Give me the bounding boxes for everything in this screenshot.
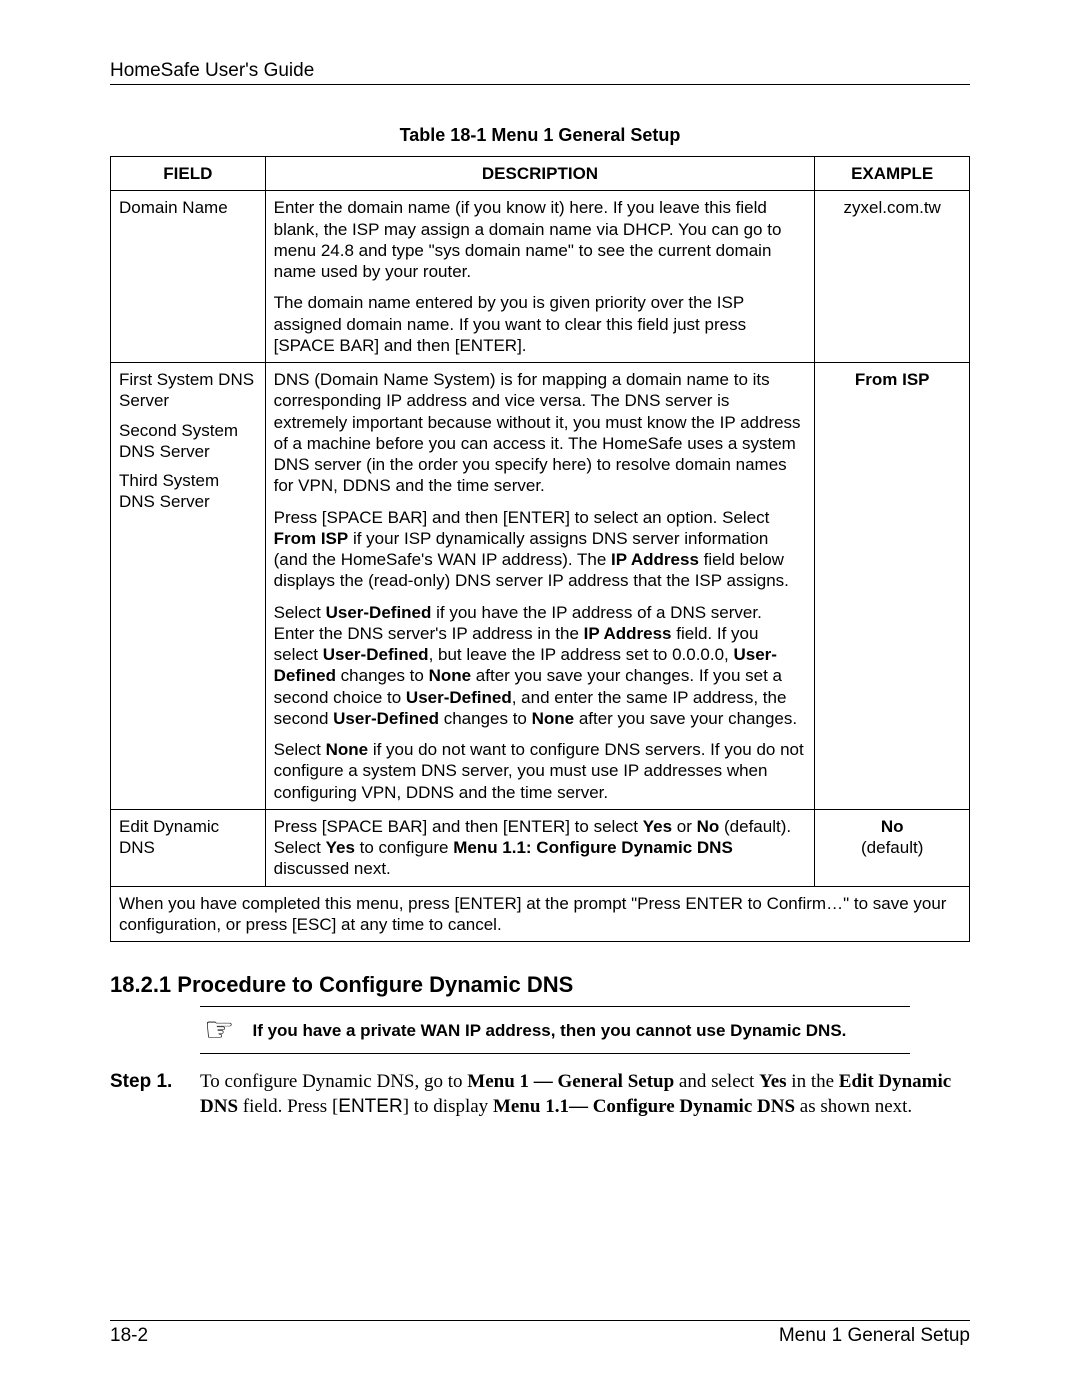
description-cell: Enter the domain name (if you know it) h…: [265, 191, 815, 363]
table-body: Domain NameEnter the domain name (if you…: [111, 191, 970, 886]
table-header-row: FIELD DESCRIPTION EXAMPLE: [111, 157, 970, 191]
section-heading: 18.2.1 Procedure to Configure Dynamic DN…: [110, 972, 970, 998]
table-row: First System DNS ServerSecond System DNS…: [111, 363, 970, 810]
table-caption: Table 18-1 Menu 1 General Setup: [110, 125, 970, 146]
description-cell: DNS (Domain Name System) is for mapping …: [265, 363, 815, 810]
example-cell: No(default): [815, 809, 970, 886]
page-footer: 18-2 Menu 1 General Setup: [110, 1320, 970, 1347]
field-cell: Edit Dynamic DNS: [111, 809, 266, 886]
note-text: If you have a private WAN IP address, th…: [252, 1013, 846, 1041]
header-title: HomeSafe User's Guide: [110, 60, 314, 81]
footer-section: Menu 1 General Setup: [779, 1325, 970, 1347]
setup-table: FIELD DESCRIPTION EXAMPLE Domain NameEnt…: [110, 156, 970, 942]
note-block: ☞ If you have a private WAN IP address, …: [200, 1006, 910, 1054]
footer-page-number: 18-2: [110, 1325, 148, 1347]
step-1: Step 1. To configure Dynamic DNS, go to …: [110, 1070, 970, 1119]
page: HomeSafe User's Guide Table 18-1 Menu 1 …: [0, 0, 1080, 1397]
page-header: HomeSafe User's Guide: [110, 60, 970, 85]
step-body: To configure Dynamic DNS, go to Menu 1 —…: [200, 1070, 970, 1119]
description-cell: Press [SPACE BAR] and then [ENTER] to se…: [265, 809, 815, 886]
table-footer-row: When you have completed this menu, press…: [111, 886, 970, 942]
table-row: Domain NameEnter the domain name (if you…: [111, 191, 970, 363]
col-example: EXAMPLE: [815, 157, 970, 191]
field-cell: First System DNS ServerSecond System DNS…: [111, 363, 266, 810]
pointing-hand-icon: ☞: [200, 1013, 252, 1047]
example-cell: From ISP: [815, 363, 970, 810]
field-cell: Domain Name: [111, 191, 266, 363]
step-label: Step 1.: [110, 1070, 200, 1119]
table-footer-note: When you have completed this menu, press…: [111, 886, 970, 942]
col-desc: DESCRIPTION: [265, 157, 815, 191]
col-field: FIELD: [111, 157, 266, 191]
table-row: Edit Dynamic DNSPress [SPACE BAR] and th…: [111, 809, 970, 886]
example-cell: zyxel.com.tw: [815, 191, 970, 363]
